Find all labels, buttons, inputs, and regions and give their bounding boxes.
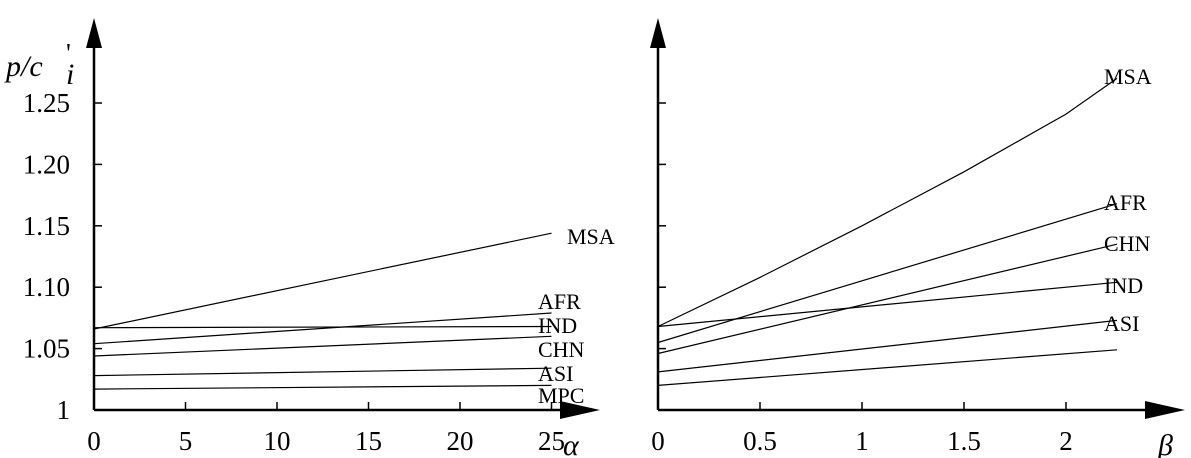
left-series-line-chn	[93, 335, 552, 357]
left-xlabel: α	[563, 429, 580, 458]
left-series-label-afr: AFR	[538, 289, 581, 314]
right-series: MSA AFR CHN IND ASI	[657, 64, 1152, 411]
left-x-ticks: 0 5 10 15 20 25	[87, 402, 565, 456]
left-x-tick-label: 10	[264, 426, 291, 456]
right-series-label-chn: CHN	[1104, 231, 1151, 256]
left-y-tick-label: 1.10	[23, 272, 70, 302]
right-panel: β 0 0.5 1 1.5 2 MSA AFR CHN IND ASI	[650, 18, 1185, 458]
right-series-line-chn	[657, 243, 1118, 355]
right-series-line-unlabeled	[657, 349, 1118, 386]
left-y-axis-arrow	[86, 18, 102, 48]
left-y-ticks: 1 1.05 1.10 1.15 1.20 1.25	[23, 88, 102, 425]
right-x-ticks: 0 0.5 1 1.5 2	[651, 402, 1073, 456]
left-y-tick-label: 1.25	[23, 88, 70, 118]
left-y-tick-label: 1.05	[23, 334, 70, 364]
right-series-label-asi: ASI	[1104, 311, 1139, 336]
left-series-line-mpc	[93, 384, 552, 390]
left-ylabel-text: p/c	[4, 50, 43, 83]
right-x-tick-label: 0.5	[743, 426, 777, 456]
right-y-axis-arrow	[650, 18, 666, 48]
left-x-tick-label: 5	[179, 426, 193, 456]
right-series-line-afr	[657, 203, 1118, 344]
right-x-axis-arrow	[1145, 401, 1185, 419]
left-y-tick-label: 1.15	[23, 211, 70, 241]
left-series-label-chn: CHN	[538, 337, 585, 362]
right-series-label-afr: AFR	[1104, 190, 1147, 215]
left-series-label-asi: ASI	[538, 361, 573, 386]
left-y-tick-label: 1.20	[23, 149, 70, 179]
left-series-label-ind: IND	[538, 313, 577, 338]
left-series-label-mpc: MPC	[538, 383, 584, 408]
left-series-label-msa: MSA	[567, 224, 615, 249]
right-x-tick-label: 0	[651, 426, 665, 456]
left-series-line-msa	[93, 232, 552, 330]
left-x-axis-arrow	[560, 401, 600, 419]
right-x-tick-label: 2	[1059, 426, 1073, 456]
left-ylabel-subscript: i	[66, 58, 74, 91]
left-x-tick-label: 15	[355, 426, 382, 456]
left-ylabel: p/c ' i	[4, 38, 74, 91]
right-x-tick-label: 1	[855, 426, 869, 456]
right-series-label-ind: IND	[1104, 273, 1143, 298]
left-panel: p/c ' i α 1 1.05 1.10 1.15 1.20 1.25 0 5 10 15 20…	[4, 18, 615, 458]
left-x-tick-label: 20	[447, 426, 474, 456]
right-xlabel: β	[1157, 429, 1173, 458]
right-x-tick-label: 1.5	[947, 426, 981, 456]
right-series-line-ind	[657, 281, 1118, 328]
right-series-label-msa: MSA	[1104, 64, 1152, 89]
left-x-tick-label: 25	[538, 426, 565, 456]
left-ylabel-prime: '	[66, 38, 71, 68]
left-y-tick-label: 1	[57, 395, 71, 425]
left-series-line-asi	[93, 367, 552, 377]
right-series-line-asi	[657, 319, 1118, 373]
left-x-tick-label: 0	[87, 426, 101, 456]
right-series-line-msa	[657, 77, 1118, 328]
left-series-line-afr	[93, 312, 552, 345]
left-series-line-ind	[93, 325, 552, 329]
